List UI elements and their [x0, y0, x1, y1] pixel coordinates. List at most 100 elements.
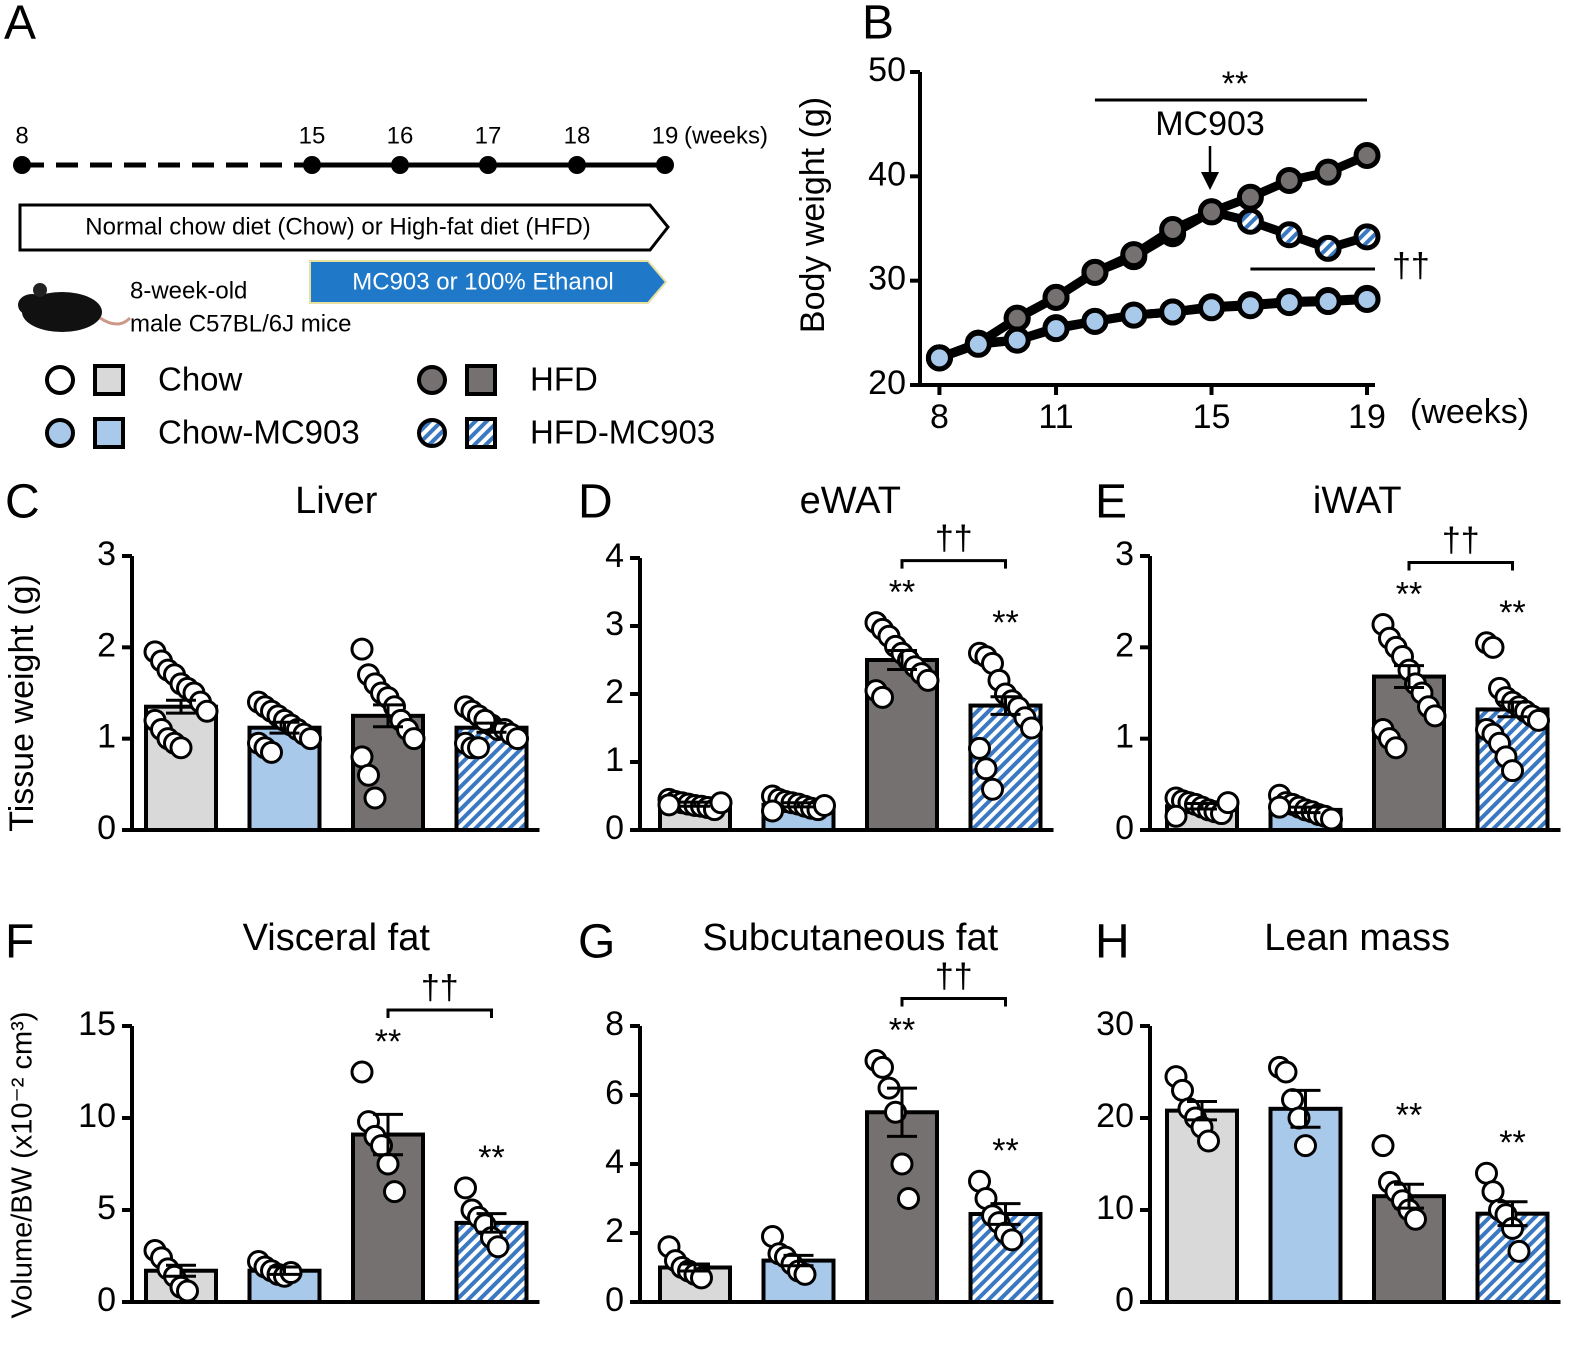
series-marker	[1275, 289, 1303, 317]
bracket	[386, 1008, 493, 1018]
y-axis-label: Body weight (g)	[794, 97, 832, 333]
data-point	[974, 757, 998, 781]
data-point	[350, 1060, 374, 1084]
data-point	[1481, 635, 1505, 659]
legend: Chow Chow-MC903 HFD HFD-MC903	[45, 361, 715, 451]
series-marker	[1081, 258, 1109, 286]
series-marker	[1353, 141, 1381, 169]
diet-arrow	[18, 203, 670, 252]
bracket-label: ††	[935, 520, 973, 558]
data-point	[1371, 1134, 1395, 1158]
y-tick-label: 50	[868, 51, 906, 89]
y-tick-label: 10	[1096, 1189, 1134, 1227]
data-point	[1164, 804, 1188, 828]
timeline-unit: (weeks)	[684, 122, 768, 149]
panel-letter: H	[1095, 916, 1130, 969]
series-marker	[1236, 183, 1264, 211]
bracket-label: ††	[421, 969, 459, 1007]
timeline-label: 15	[299, 122, 326, 149]
data-point	[761, 799, 784, 823]
data-point	[383, 1180, 406, 1204]
series-marker	[1314, 234, 1342, 262]
y-axis-label: Volume/BW (x10⁻² cm³)	[7, 1012, 39, 1319]
legend-label: Chow	[158, 361, 243, 398]
timeline-dot	[656, 156, 674, 174]
series-marker	[1120, 241, 1148, 269]
panel-letter: F	[5, 916, 34, 969]
data-point	[1294, 1134, 1317, 1158]
y-tick-label: 4	[605, 537, 624, 575]
y-tick-label: 3	[1115, 535, 1134, 573]
data-point	[376, 1152, 400, 1176]
series-marker	[1003, 326, 1031, 354]
y-tick-label: 2	[1115, 626, 1134, 664]
chart-title: iWAT	[1313, 480, 1402, 522]
series-marker	[1159, 216, 1187, 244]
data-point	[981, 777, 1004, 801]
significance: **	[889, 1011, 915, 1049]
y-tick-label: 15	[78, 1005, 116, 1043]
legend-label: HFD	[530, 361, 598, 398]
chart-title: Liver	[295, 480, 378, 522]
series-marker	[1042, 315, 1070, 343]
y-tick-label: 20	[868, 364, 906, 402]
data-point	[890, 1152, 914, 1176]
series-marker	[1314, 288, 1342, 316]
legend-square	[93, 364, 125, 396]
y-tick-label: 6	[605, 1074, 624, 1112]
data-point	[350, 637, 374, 661]
data-point	[299, 727, 322, 751]
y-tick-label: 40	[868, 155, 906, 193]
data-point	[916, 668, 940, 692]
treatment-label: MC903 or 100% Ethanol	[352, 268, 614, 295]
series-marker	[1353, 285, 1381, 313]
data-point	[1527, 708, 1550, 732]
series-marker	[925, 344, 953, 372]
significance: **	[1499, 594, 1525, 632]
data-point	[657, 793, 681, 817]
series-marker	[1159, 298, 1187, 326]
panel-letter: D	[578, 476, 613, 529]
significance: **	[992, 604, 1018, 642]
significance: **	[375, 1023, 401, 1061]
panel-letter: E	[1095, 476, 1127, 529]
y-axis-label: Tissue weight (g)	[3, 574, 41, 832]
y-tick-label: 1	[1115, 718, 1134, 756]
timeline-dot	[479, 156, 497, 174]
series-marker	[1003, 304, 1031, 332]
legend-square	[465, 364, 497, 396]
data-point	[1501, 759, 1524, 783]
series-marker	[1198, 294, 1226, 322]
data-point	[176, 1279, 199, 1303]
panel-letter: A	[4, 0, 36, 50]
y-tick-label: 20	[1096, 1097, 1134, 1135]
y-tick-label: 3	[97, 535, 116, 573]
legend-square	[93, 417, 125, 449]
series-marker	[1198, 198, 1226, 226]
data-point	[1274, 1060, 1298, 1084]
data-point	[1320, 807, 1343, 831]
y-tick-label: 0	[605, 809, 624, 847]
data-point	[1216, 791, 1240, 815]
significance: **	[992, 1132, 1018, 1170]
legend-circle	[417, 365, 447, 395]
y-tick-label: 2	[605, 673, 624, 711]
panel-letter: B	[862, 0, 894, 50]
significance: **	[1396, 1097, 1422, 1135]
data-point	[357, 763, 380, 787]
y-tick-label: 5	[97, 1189, 116, 1227]
annotation: MC903	[1155, 105, 1265, 143]
annotation-arrowhead	[1201, 172, 1219, 190]
data-point	[454, 1176, 477, 1200]
y-tick-label: 8	[605, 1005, 624, 1043]
data-point	[1020, 716, 1043, 740]
bracket	[900, 997, 1007, 1007]
chart-title: Visceral fat	[243, 917, 431, 959]
data-point	[363, 786, 387, 810]
data-point	[1197, 1129, 1220, 1153]
y-tick-label: 0	[1115, 809, 1134, 847]
bracket-label: ††	[1442, 521, 1480, 559]
data-point	[506, 727, 529, 751]
data-point	[1000, 1228, 1024, 1252]
